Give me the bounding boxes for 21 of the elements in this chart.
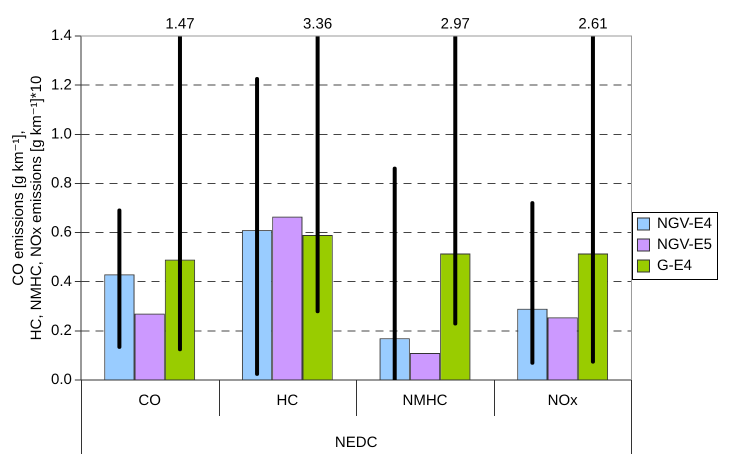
y-tick-label: 1.2	[50, 76, 72, 94]
text: 2.61	[578, 16, 608, 33]
x-tick-label: NMHC	[402, 392, 448, 410]
y-tick-label: 1.0	[50, 125, 72, 142]
x-axis-title: NEDC	[334, 434, 378, 452]
legend-label: NGV-E5	[656, 236, 712, 254]
x-tick-label: CO	[138, 392, 161, 410]
y-tick-label: 0.4	[50, 272, 72, 290]
legend-label: NGV-E4	[656, 215, 712, 232]
y-tick-label: 0.0	[50, 371, 72, 388]
y-tick-label: 0.2	[50, 322, 72, 339]
y-axis-title: CO emissions [g km⁻¹], HC, NMHC, NOx emissions [g km⁻¹]*10	[10, 76, 46, 340]
x-tick-label: NOx	[548, 392, 578, 410]
x-tick-label: HC	[276, 392, 298, 410]
y-tick-label: 0.6	[50, 224, 72, 241]
text: 1.47	[165, 16, 195, 33]
y-tick-label: 1.4	[50, 27, 72, 44]
text: 3.36	[303, 16, 332, 33]
y-tick-label: 0.8	[50, 174, 72, 192]
text: 2.97	[440, 16, 470, 33]
legend-label: G-E4	[656, 257, 692, 274]
